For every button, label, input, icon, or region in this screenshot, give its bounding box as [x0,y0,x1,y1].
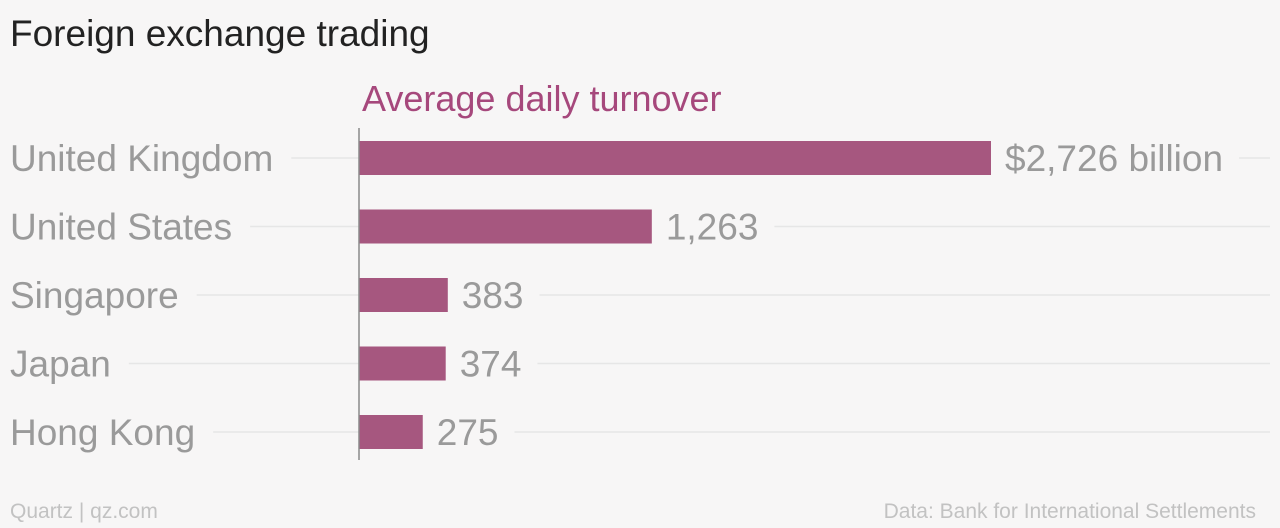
value-label: 275 [437,412,499,453]
category-label: Hong Kong [10,412,195,453]
chart-title: Foreign exchange trading [10,13,430,54]
gridlines [128,157,1270,433]
bars [359,141,991,449]
bar [359,415,423,449]
bar [359,278,448,312]
bar [359,209,652,244]
footer-data-source: Data: Bank for International Settlements [883,500,1256,523]
value-label: $2,726 billion [1005,138,1223,179]
value-label: 1,263 [666,207,759,248]
category-label: Japan [10,344,111,385]
value-label: 383 [462,275,524,316]
bar [359,346,446,381]
chart-subtitle: Average daily turnover [362,78,722,119]
labels: United Kingdom $2,726 billion United State… [10,138,1223,453]
value-label: 374 [460,344,522,385]
category-label: United Kingdom [10,138,273,179]
category-label: United States [10,207,232,248]
footer-credit: Quartz | qz.com [10,500,158,523]
category-label: Singapore [10,275,179,316]
bar [359,141,991,175]
